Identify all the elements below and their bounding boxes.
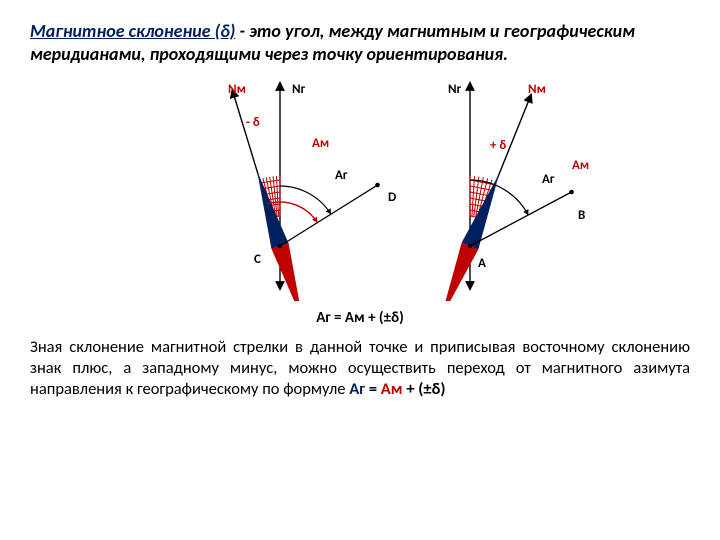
diagram-container: Nм Nг - δ Ам Аг D С Nг Nм + δ Ам Аг В А xyxy=(30,71,690,301)
svg-text:В: В xyxy=(578,208,585,223)
svg-text:Nг: Nг xyxy=(292,82,306,97)
explanation-paragraph: Зная склонение магнитной стрелки в данно… xyxy=(30,337,690,400)
svg-text:Nм: Nм xyxy=(228,82,246,97)
svg-text:- δ: - δ xyxy=(246,115,260,130)
formula-ag: Аг xyxy=(349,379,365,399)
formula-eq: = xyxy=(369,379,381,399)
svg-text:С: С xyxy=(254,252,261,267)
conversion-formula: Аг = Ам + (±δ) xyxy=(30,309,690,327)
svg-text:А: А xyxy=(478,256,486,271)
definition-term: Магнитное склонение (δ) xyxy=(30,20,235,42)
svg-text:Аг: Аг xyxy=(542,172,555,187)
declination-diagram: Nм Nг - δ Ам Аг D С Nг Nм + δ Ам Аг В А xyxy=(130,71,590,301)
svg-text:D: D xyxy=(388,190,396,205)
svg-text:+ δ: + δ xyxy=(490,138,506,153)
svg-text:Nм: Nм xyxy=(528,82,546,97)
definition-text: Магнитное склонение (δ) - это угол, межд… xyxy=(30,20,690,65)
svg-text:Аг: Аг xyxy=(335,168,348,183)
svg-text:Nг: Nг xyxy=(448,82,462,97)
formula-am: Ам xyxy=(381,379,403,399)
svg-text:Ам: Ам xyxy=(572,158,589,173)
formula-tail: + (±δ) xyxy=(406,379,445,399)
svg-text:Ам: Ам xyxy=(312,136,329,151)
